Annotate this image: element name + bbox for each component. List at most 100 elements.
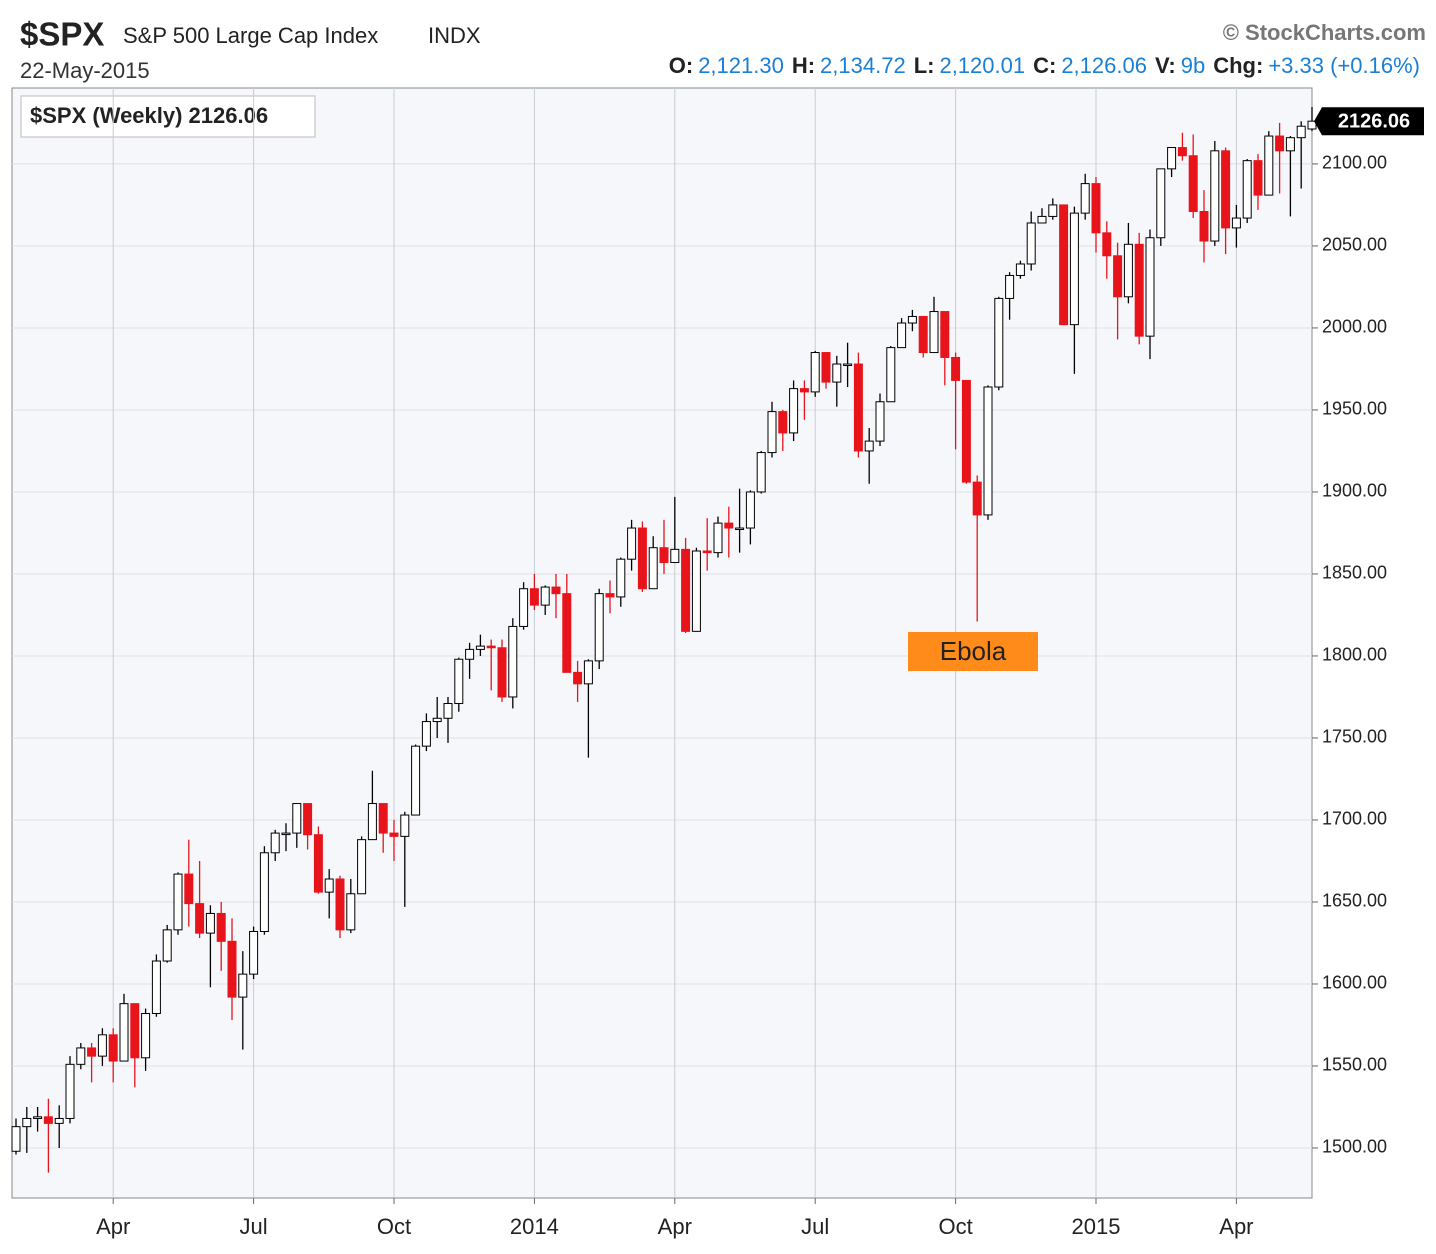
candle-body bbox=[249, 930, 259, 975]
candle-body bbox=[918, 315, 928, 354]
candle-body bbox=[702, 550, 712, 554]
last-price-label: 2126.06 bbox=[1338, 110, 1410, 132]
x-tick-label: 2015 bbox=[1072, 1214, 1121, 1239]
candle-body bbox=[11, 1126, 21, 1152]
candle-body bbox=[789, 388, 799, 434]
candle-body bbox=[832, 363, 842, 383]
quote-value: 2,134.72 bbox=[820, 53, 906, 78]
candle-body bbox=[1199, 210, 1209, 242]
candle-body bbox=[303, 803, 313, 836]
candle-body bbox=[54, 1117, 64, 1124]
legend: $SPX (Weekly) 2126.06 bbox=[30, 103, 268, 128]
candle-body bbox=[551, 586, 561, 595]
candle-body bbox=[443, 703, 453, 719]
y-tick-label: 1850.00 bbox=[1322, 563, 1387, 583]
index-name: S&P 500 Large Cap Index bbox=[123, 23, 378, 48]
candle-body bbox=[886, 347, 896, 403]
quote-label: H: bbox=[792, 53, 815, 78]
candle-body bbox=[151, 960, 161, 1014]
quote-value: +3.33 (+0.16%) bbox=[1268, 53, 1420, 78]
candle-body bbox=[778, 411, 788, 434]
candle-body bbox=[108, 1034, 118, 1062]
candle-body bbox=[119, 1003, 129, 1062]
candle-body bbox=[940, 311, 950, 358]
exchange: INDX bbox=[428, 23, 481, 48]
candle-body bbox=[616, 558, 626, 598]
candle-body bbox=[400, 814, 410, 837]
quote-value: 2,126.06 bbox=[1061, 53, 1147, 78]
candle-body bbox=[1264, 135, 1274, 196]
annotation: Ebola bbox=[940, 636, 1007, 666]
candle-body bbox=[378, 803, 388, 834]
candle-body bbox=[605, 593, 615, 598]
candle-body bbox=[22, 1117, 32, 1128]
candle-body bbox=[1026, 222, 1036, 265]
y-tick-label: 1650.00 bbox=[1322, 891, 1387, 911]
candle-body bbox=[465, 648, 475, 660]
quote-label: O: bbox=[669, 53, 693, 78]
x-tick-label: Apr bbox=[1219, 1214, 1253, 1239]
candle-body bbox=[713, 522, 723, 554]
x-tick-label: 2014 bbox=[510, 1214, 559, 1239]
quote-value: 2,120.01 bbox=[939, 53, 1025, 78]
candle-body bbox=[875, 401, 885, 442]
candle-body bbox=[162, 929, 172, 962]
y-tick-label: 1950.00 bbox=[1322, 399, 1387, 419]
y-tick-label: 2100.00 bbox=[1322, 153, 1387, 173]
candle-body bbox=[270, 832, 280, 854]
candle-body bbox=[486, 645, 496, 649]
candle-body bbox=[421, 721, 431, 747]
candle-body bbox=[994, 297, 1004, 388]
date: 22-May-2015 bbox=[20, 58, 150, 83]
y-tick-label: 1800.00 bbox=[1322, 645, 1387, 665]
candle-body bbox=[529, 588, 539, 606]
candle-body bbox=[1069, 212, 1079, 326]
candle-body bbox=[799, 388, 809, 393]
candle-body bbox=[1307, 120, 1317, 130]
candle-body bbox=[1037, 215, 1047, 224]
candle-body bbox=[1231, 217, 1241, 229]
candle-body bbox=[907, 315, 917, 324]
candle-body bbox=[540, 586, 550, 606]
candle-body bbox=[1059, 204, 1069, 326]
x-tick-label: Apr bbox=[96, 1214, 130, 1239]
candle-body bbox=[238, 973, 248, 998]
candle-body bbox=[843, 363, 853, 367]
candle-body bbox=[313, 834, 323, 893]
candle-body bbox=[681, 548, 691, 632]
candle-body bbox=[1167, 147, 1177, 170]
candle-body bbox=[173, 873, 183, 931]
candle-body bbox=[594, 593, 604, 662]
candle-body bbox=[864, 440, 874, 452]
candle-body bbox=[1123, 243, 1133, 298]
candle-body bbox=[141, 1012, 151, 1059]
candle-body bbox=[583, 660, 593, 685]
candle-body bbox=[97, 1034, 107, 1057]
candle-body bbox=[324, 878, 334, 893]
candle-body bbox=[1015, 263, 1025, 276]
candle-body bbox=[43, 1116, 53, 1124]
candle-body bbox=[853, 363, 863, 452]
copyright: © StockCharts.com bbox=[1223, 20, 1426, 45]
x-tick-label: Apr bbox=[658, 1214, 692, 1239]
candle-body bbox=[367, 803, 377, 841]
candle-body bbox=[130, 1003, 140, 1059]
last-price-tag bbox=[1314, 107, 1424, 136]
legend-box bbox=[20, 95, 316, 138]
candle-body bbox=[648, 547, 658, 590]
candle-body bbox=[475, 645, 485, 650]
candle-body bbox=[745, 491, 755, 529]
candle-body bbox=[216, 912, 226, 942]
candle-body bbox=[346, 893, 356, 931]
candle-body bbox=[1080, 183, 1090, 214]
candle-body bbox=[227, 940, 237, 998]
candle-body bbox=[1242, 160, 1252, 219]
candle-body bbox=[929, 311, 939, 354]
candle-body bbox=[281, 832, 291, 836]
candle-body bbox=[983, 386, 993, 516]
candle-body bbox=[1177, 147, 1187, 157]
candle-body bbox=[1134, 243, 1144, 337]
candle-body bbox=[573, 671, 583, 685]
candle-body bbox=[519, 588, 529, 627]
candle-body bbox=[1005, 274, 1015, 299]
